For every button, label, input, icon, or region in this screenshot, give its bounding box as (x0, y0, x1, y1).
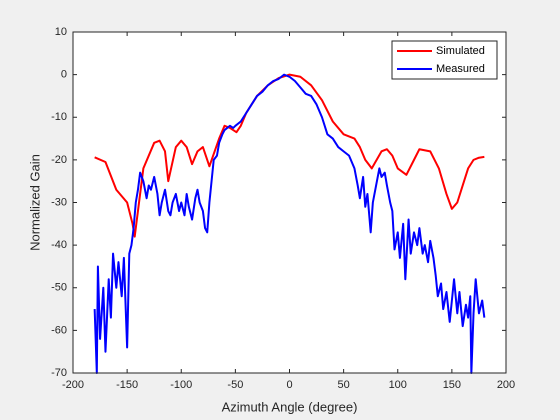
plot-area (73, 32, 506, 373)
x-tick-label: -150 (116, 379, 138, 391)
legend-box (391, 40, 498, 80)
y-tick-label: -40 (51, 239, 67, 251)
y-tick-label: -50 (51, 282, 67, 294)
y-tick-label: -70 (51, 367, 67, 379)
y-tick-label: 0 (61, 69, 67, 81)
x-tick-label: -100 (170, 379, 192, 391)
x-tick-label: 0 (286, 379, 292, 391)
axes-box (72, 31, 507, 374)
legend-label: Measured (436, 63, 485, 75)
legend-label: Simulated (436, 45, 485, 57)
x-axis-label: Azimuth Angle (degree) (222, 399, 358, 414)
y-tick-label: -10 (51, 111, 67, 123)
x-tick-label: 200 (497, 379, 515, 391)
x-tick-label: -50 (227, 379, 243, 391)
y-tick-label: -30 (51, 196, 67, 208)
y-axis-label: Normalized Gain (27, 154, 42, 251)
data-line (93, 73, 486, 374)
data-line (94, 73, 485, 238)
x-tick-label: -200 (62, 379, 84, 391)
x-tick-label: 50 (338, 379, 350, 391)
y-tick-label: -60 (51, 324, 67, 336)
x-tick-label: 100 (389, 379, 407, 391)
y-tick-label: 10 (55, 26, 67, 38)
y-tick-label: -20 (51, 154, 67, 166)
x-tick-label: 150 (443, 379, 461, 391)
